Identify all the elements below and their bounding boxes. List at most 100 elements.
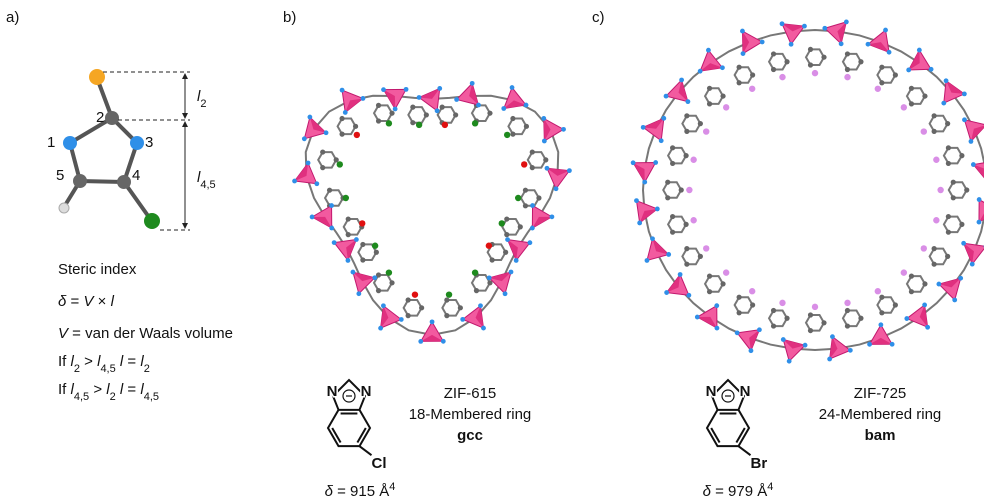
atom	[707, 289, 712, 294]
atom-number: 1	[47, 134, 55, 151]
atom	[808, 312, 813, 317]
atom	[707, 274, 712, 279]
atom	[784, 59, 789, 64]
atom	[634, 198, 639, 203]
atom	[808, 47, 813, 52]
atom	[302, 136, 307, 141]
atom	[376, 288, 381, 293]
linker-ring	[907, 276, 925, 292]
atom	[567, 168, 572, 173]
atom-label: Br	[751, 455, 768, 472]
atom	[686, 99, 691, 104]
atom	[404, 87, 409, 92]
atom	[503, 250, 508, 255]
substituent	[690, 217, 696, 223]
atom	[505, 237, 510, 242]
topology: bam	[865, 427, 896, 444]
atom	[679, 187, 684, 192]
substituent-bond	[360, 446, 372, 455]
atom	[821, 55, 826, 60]
atom	[781, 337, 786, 342]
atom	[320, 165, 325, 170]
atom	[339, 132, 344, 137]
atom	[444, 297, 449, 302]
atom-label: N	[740, 383, 751, 400]
substituent	[386, 120, 392, 126]
atom	[922, 93, 927, 98]
atom	[410, 120, 415, 125]
atom	[679, 78, 684, 83]
substituent	[875, 86, 881, 92]
atom-label: Cl	[372, 455, 387, 472]
atom	[922, 303, 927, 308]
atom	[437, 86, 442, 91]
atom	[789, 42, 794, 47]
atom	[952, 298, 957, 303]
atom	[478, 303, 483, 308]
atom	[523, 188, 528, 193]
atom	[665, 180, 670, 185]
rich-text: If l2 > l4,5 l = l2	[58, 353, 150, 375]
atom	[346, 216, 351, 221]
atom	[378, 326, 383, 331]
atom	[822, 26, 827, 31]
text-segment: >	[89, 381, 106, 398]
atom	[715, 326, 720, 331]
atom	[961, 241, 966, 246]
substituent	[386, 269, 392, 275]
linker-ring	[521, 190, 539, 206]
panel-label: b)	[283, 9, 296, 26]
linker-ring	[318, 152, 336, 168]
atom-label: N	[327, 383, 338, 400]
atom	[706, 48, 711, 53]
atom-label: N	[361, 383, 372, 400]
atom	[839, 41, 844, 46]
atom	[376, 103, 381, 108]
atom	[664, 94, 669, 99]
atom	[946, 161, 951, 166]
linker-ring	[344, 219, 362, 235]
atom	[771, 67, 776, 72]
atom	[893, 302, 898, 307]
atom	[695, 315, 700, 320]
linker-ring	[769, 310, 787, 326]
atom	[803, 343, 808, 348]
rich-text: Steric index	[58, 261, 137, 278]
atom	[653, 160, 658, 165]
substituent	[372, 243, 378, 249]
benzene-ring	[707, 410, 749, 446]
substituent	[703, 245, 709, 251]
atom	[310, 215, 315, 220]
atom	[866, 42, 871, 47]
atom	[737, 80, 742, 85]
atom	[977, 197, 982, 202]
atom	[808, 328, 813, 333]
atom	[356, 291, 361, 296]
atom	[327, 188, 332, 193]
linker-ring	[843, 310, 861, 326]
rich-text: δ = V × l	[58, 293, 115, 310]
atom	[536, 195, 541, 200]
atom	[353, 124, 358, 129]
atom	[845, 51, 850, 56]
atom	[904, 316, 909, 321]
linker-ring	[528, 152, 546, 168]
atom	[883, 28, 888, 33]
atom	[848, 348, 853, 353]
text-segment: 4,5	[100, 363, 115, 375]
linker-ring	[502, 219, 520, 235]
atom	[334, 157, 339, 162]
atom	[655, 207, 660, 212]
atom	[631, 160, 636, 165]
double-bond	[711, 428, 719, 443]
atom	[381, 87, 386, 92]
linker-ring	[438, 107, 456, 123]
atom	[735, 330, 740, 335]
atom	[780, 21, 785, 26]
rich-text: If l4,5 > l2 l = l4,5	[58, 381, 159, 403]
substituent	[723, 269, 729, 275]
substituent	[933, 157, 939, 163]
atom	[487, 275, 492, 280]
atom	[324, 130, 329, 135]
atom	[958, 276, 963, 281]
